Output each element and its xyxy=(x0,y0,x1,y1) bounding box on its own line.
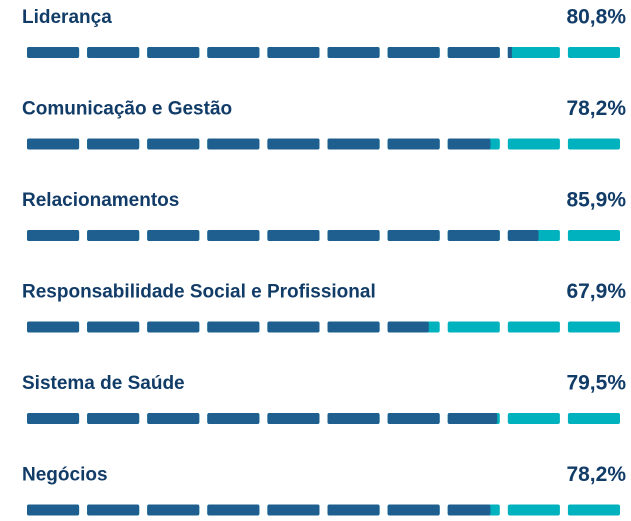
item-label: Responsabilidade Social e Profissional xyxy=(22,282,376,303)
segment-fill xyxy=(87,321,140,333)
segment-track xyxy=(567,230,620,241)
segment-fill xyxy=(387,504,440,516)
segment-fill xyxy=(327,504,380,516)
segment-fill xyxy=(327,138,380,150)
segment-fill xyxy=(327,230,380,241)
segment-fill xyxy=(207,47,260,58)
segment-fill xyxy=(27,504,80,516)
segment-fill xyxy=(207,230,260,241)
segment-fill xyxy=(447,47,500,58)
item-label: Relacionamentos xyxy=(22,190,179,211)
item-value: 79,5% xyxy=(566,372,626,395)
segment-fill xyxy=(447,413,498,424)
segment-fill xyxy=(447,230,500,241)
segment-track xyxy=(507,413,560,424)
segment-fill xyxy=(147,230,200,241)
segment-fill xyxy=(387,230,440,241)
segment-fill xyxy=(507,47,512,58)
item-label: Sistema de Saúde xyxy=(22,373,185,394)
segment-fill xyxy=(87,47,140,58)
segment-fill xyxy=(87,413,140,424)
segment-fill xyxy=(267,413,320,424)
segment-fill xyxy=(267,321,320,333)
segment-fill xyxy=(387,47,440,58)
segment-fill xyxy=(27,321,80,333)
segment-fill xyxy=(147,47,200,58)
segment-fill xyxy=(267,138,320,150)
segment-fill xyxy=(207,321,260,333)
item-label: Negócios xyxy=(22,465,108,486)
item-value: 78,2% xyxy=(566,463,626,486)
segment-fill xyxy=(327,321,380,333)
segment-track xyxy=(507,504,560,516)
segment-fill xyxy=(447,504,491,516)
segment-fill xyxy=(147,504,200,516)
segment-fill xyxy=(507,230,539,241)
segment-fill xyxy=(147,321,200,333)
segment-fill xyxy=(447,138,491,150)
item-value: 67,9% xyxy=(566,280,626,303)
segment-track xyxy=(507,321,560,333)
item-value: 85,9% xyxy=(566,189,626,212)
segment-fill xyxy=(387,138,440,150)
segment-track xyxy=(567,138,620,150)
segment-track xyxy=(567,47,620,58)
segment-fill xyxy=(267,504,320,516)
segment-fill xyxy=(267,47,320,58)
segment-fill xyxy=(87,504,140,516)
segment-fill xyxy=(387,413,440,424)
segment-track xyxy=(447,321,500,333)
segment-fill xyxy=(327,47,380,58)
segment-fill xyxy=(27,230,80,241)
segment-track xyxy=(507,138,560,150)
segment-track xyxy=(567,504,620,516)
segment-fill xyxy=(147,413,200,424)
segment-track xyxy=(567,413,620,424)
item-label: Comunicação e Gestão xyxy=(22,99,232,120)
segment-track xyxy=(507,47,560,58)
segment-fill xyxy=(207,504,260,516)
item-value: 80,8% xyxy=(566,6,626,29)
segment-fill xyxy=(27,138,80,150)
segment-fill xyxy=(207,138,260,150)
segment-fill xyxy=(87,230,140,241)
segment-fill xyxy=(207,413,260,424)
item-label: Liderança xyxy=(22,7,112,28)
segment-fill xyxy=(27,413,80,424)
segment-fill xyxy=(87,138,140,150)
item-value: 78,2% xyxy=(566,97,626,120)
segment-fill xyxy=(387,321,429,333)
segment-fill xyxy=(267,230,320,241)
segment-track xyxy=(567,321,620,333)
segment-fill xyxy=(327,413,380,424)
segment-fill xyxy=(147,138,200,150)
segment-fill xyxy=(27,47,80,58)
